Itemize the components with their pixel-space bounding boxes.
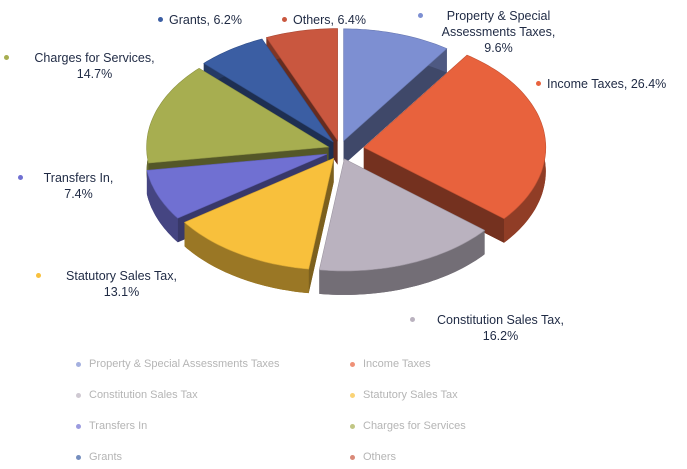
slice [265, 28, 338, 142]
legend-item: Grants [76, 451, 122, 463]
slice-side [184, 222, 309, 294]
slice-edge [343, 48, 447, 165]
slice [183, 157, 335, 270]
data-label-text: Statutory Sales Tax, 13.1% [66, 269, 177, 299]
legend-marker [350, 392, 355, 398]
data-label-text: Transfers In, 7.4% [43, 171, 114, 201]
label-marker [410, 317, 415, 322]
label-marker [158, 17, 163, 22]
label-marker [536, 81, 541, 86]
data-label: Income Taxes, 26.4% [536, 76, 686, 92]
data-label: Transfers In, 7.4% [18, 170, 128, 202]
legend-item: Transfers In [76, 420, 147, 432]
slice-edge [308, 158, 334, 294]
data-label: Charges for Services, 14.7% [4, 50, 174, 82]
legend-item: Constitution Sales Tax [76, 389, 198, 401]
data-label: Constitution Sales Tax, 16.2% [410, 312, 580, 344]
data-label-text: Property & Special Assessments Taxes, 9.… [441, 9, 556, 55]
label-marker [18, 175, 23, 180]
data-label: Others, 6.4% [282, 12, 392, 28]
label-marker [4, 55, 9, 60]
data-label-text: Grants, 6.2% [169, 13, 242, 27]
label-marker [282, 17, 287, 22]
legend-marker [76, 392, 81, 398]
label-marker [418, 13, 423, 18]
legend-item: Statutory Sales Tax [350, 389, 458, 401]
legend-item: Property & Special Assessments Taxes [76, 358, 280, 370]
legend-label: Others [363, 451, 397, 463]
legend-label: Statutory Sales Tax [363, 389, 458, 401]
slice [343, 28, 448, 142]
data-label: Statutory Sales Tax, 13.1% [36, 268, 196, 300]
legend-label: Constitution Sales Tax [89, 389, 198, 401]
legend-item: Income Taxes [350, 358, 431, 370]
slice [363, 54, 547, 220]
data-label-text: Others, 6.4% [293, 13, 366, 27]
legend-marker [350, 423, 355, 429]
data-label: Property & Special Assessments Taxes, 9.… [418, 8, 568, 56]
pie-area [146, 28, 547, 295]
data-label: Grants, 6.2% [158, 12, 248, 28]
legend-marker [350, 454, 355, 460]
slice [146, 153, 328, 219]
data-label-text: Constitution Sales Tax, 16.2% [437, 313, 564, 343]
label-marker [36, 273, 41, 278]
legend-label: Grants [89, 451, 123, 463]
slice-edge [363, 147, 504, 243]
slice [318, 158, 486, 272]
slice-side [146, 170, 178, 243]
legend-marker [350, 361, 355, 367]
legend-marker [76, 423, 81, 429]
legend-label: Transfers In [89, 420, 148, 432]
legend-item: Others [350, 451, 396, 463]
data-label-text: Charges for Services, 14.7% [34, 51, 155, 81]
slice [203, 38, 334, 143]
data-label-text: Income Taxes, 26.4% [547, 77, 667, 91]
slice-side [319, 230, 485, 295]
legend-label: Income Taxes [363, 358, 431, 370]
legend-item: Charges for Services [350, 420, 466, 432]
legend-marker [76, 454, 81, 460]
legend-marker [76, 361, 81, 367]
slice [146, 67, 330, 164]
legend-label: Charges for Services [363, 420, 466, 432]
legend-label: Property & Special Assessments Taxes [89, 358, 280, 370]
